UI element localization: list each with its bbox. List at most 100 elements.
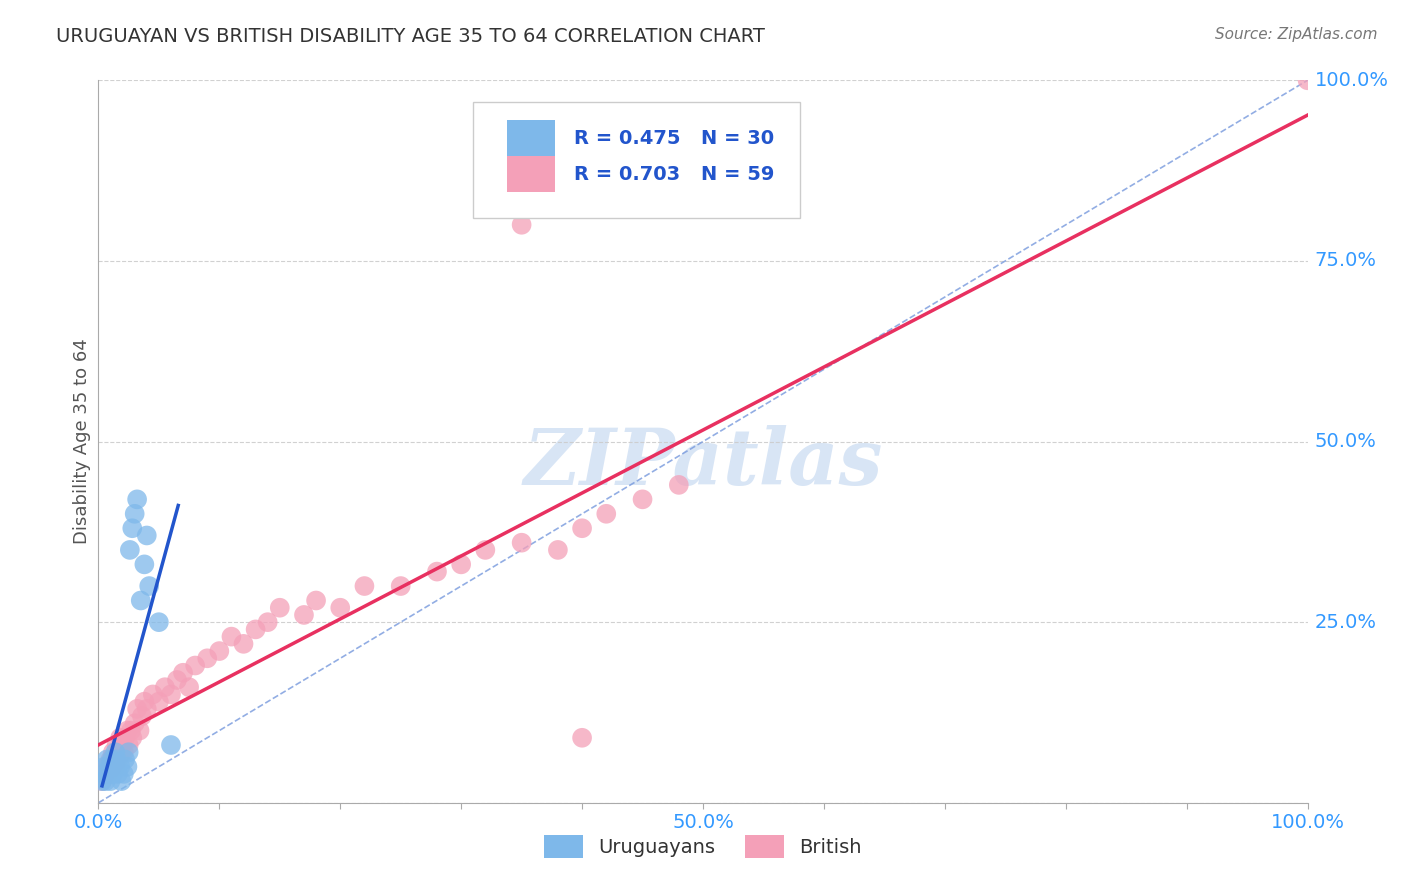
Point <box>148 615 170 630</box>
Point <box>120 723 142 738</box>
Point <box>292 607 315 622</box>
Point <box>104 760 127 774</box>
Point <box>97 767 120 781</box>
Point <box>108 731 131 745</box>
Point <box>100 774 122 789</box>
Point <box>172 665 194 680</box>
Point <box>107 767 129 781</box>
Point <box>138 579 160 593</box>
Text: 75.0%: 75.0% <box>1315 252 1376 270</box>
Point <box>305 593 328 607</box>
Point <box>117 760 139 774</box>
Point <box>179 680 201 694</box>
Point <box>631 492 654 507</box>
Point <box>127 492 149 507</box>
Point <box>547 542 569 557</box>
Point <box>104 745 127 759</box>
Point <box>118 745 141 759</box>
Point <box>127 702 149 716</box>
Point <box>111 738 134 752</box>
Y-axis label: Disability Age 35 to 64: Disability Age 35 to 64 <box>73 339 91 544</box>
Point <box>208 644 231 658</box>
Point <box>389 579 412 593</box>
Point <box>118 542 141 557</box>
Bar <box>508 120 555 156</box>
Point <box>160 687 183 701</box>
Point <box>232 637 254 651</box>
Text: 25.0%: 25.0% <box>1315 613 1376 632</box>
FancyBboxPatch shape <box>474 102 800 218</box>
Point <box>101 767 124 781</box>
Point <box>93 767 115 781</box>
Point <box>114 752 136 766</box>
Point <box>131 709 153 723</box>
Legend: Uruguayans, British: Uruguayans, British <box>537 827 869 865</box>
Point <box>105 752 128 766</box>
Point <box>112 767 135 781</box>
Point <box>97 767 120 781</box>
Point <box>426 565 449 579</box>
Point <box>245 623 267 637</box>
Point <box>166 673 188 687</box>
Bar <box>508 156 555 193</box>
Point <box>107 752 129 766</box>
Point <box>474 542 496 557</box>
Point <box>329 600 352 615</box>
Point <box>510 218 533 232</box>
Point <box>571 521 593 535</box>
Point <box>129 593 152 607</box>
Point <box>184 658 207 673</box>
Point <box>221 630 243 644</box>
Point <box>148 695 170 709</box>
Point <box>142 687 165 701</box>
Point <box>256 615 278 630</box>
Text: R = 0.475: R = 0.475 <box>574 128 681 147</box>
Point <box>103 760 125 774</box>
Point <box>134 695 156 709</box>
Point <box>100 752 122 766</box>
Text: ZIPatlas: ZIPatlas <box>523 425 883 501</box>
Point <box>668 478 690 492</box>
Point <box>93 760 115 774</box>
Point <box>114 731 136 745</box>
Point <box>108 760 131 774</box>
Point <box>595 507 617 521</box>
Point <box>124 507 146 521</box>
Point <box>91 774 114 789</box>
Point <box>121 521 143 535</box>
Point <box>108 745 131 759</box>
Text: N = 59: N = 59 <box>700 165 773 184</box>
Point <box>105 738 128 752</box>
Point <box>353 579 375 593</box>
Point <box>134 558 156 572</box>
Text: N = 30: N = 30 <box>700 128 773 147</box>
Point <box>98 760 121 774</box>
Point <box>571 731 593 745</box>
Point <box>103 752 125 766</box>
Point <box>101 745 124 759</box>
Point <box>153 680 176 694</box>
Text: 100.0%: 100.0% <box>1315 70 1389 90</box>
Text: URUGUAYAN VS BRITISH DISABILITY AGE 35 TO 64 CORRELATION CHART: URUGUAYAN VS BRITISH DISABILITY AGE 35 T… <box>56 27 765 45</box>
Point <box>91 774 114 789</box>
Point <box>135 528 157 542</box>
Point <box>128 723 150 738</box>
Point <box>450 558 472 572</box>
Point <box>124 716 146 731</box>
Point <box>96 760 118 774</box>
Point <box>269 600 291 615</box>
Point <box>1296 73 1319 87</box>
Point <box>91 767 114 781</box>
Point <box>100 752 122 766</box>
Point <box>160 738 183 752</box>
Point <box>110 745 132 759</box>
Point <box>112 745 135 759</box>
Point <box>195 651 218 665</box>
Point <box>135 702 157 716</box>
Text: Source: ZipAtlas.com: Source: ZipAtlas.com <box>1215 27 1378 42</box>
Point <box>96 752 118 766</box>
Point <box>117 723 139 738</box>
Point <box>100 760 122 774</box>
Text: 50.0%: 50.0% <box>1315 432 1376 451</box>
Point <box>121 731 143 745</box>
